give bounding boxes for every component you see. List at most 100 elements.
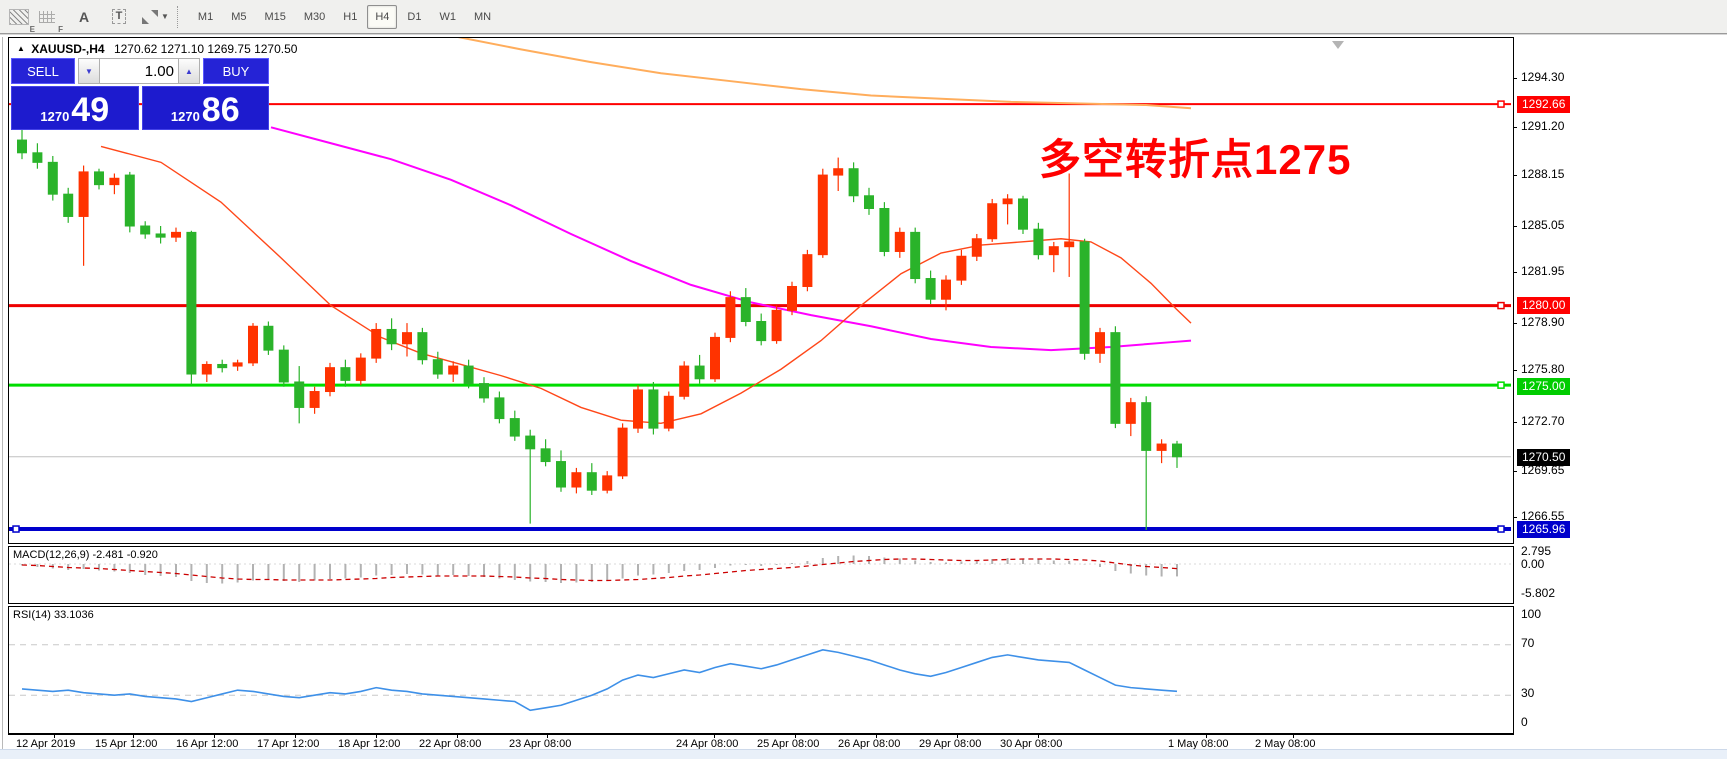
axis-tick [1513, 323, 1517, 324]
cursor-mode-button[interactable]: ▼ [141, 4, 170, 30]
candlestick-chart[interactable] [9, 38, 1511, 541]
hatch-pattern-icon [9, 8, 29, 25]
buy-button[interactable]: BUY [203, 58, 269, 84]
price-axis[interactable]: 1294.30 1292.66 1291.20 1288.15 1285.05 1281.… [1513, 0, 1727, 759]
indicator-scale-label: -5.802 [1521, 586, 1556, 600]
text-box-icon: T [111, 9, 127, 24]
axis-tick [547, 734, 548, 738]
price-axis-label: 1275.80 [1521, 362, 1565, 376]
axis-tick [1293, 734, 1294, 738]
time-axis-label: 26 Apr 08:00 [838, 738, 901, 750]
time-axis-label: 12 Apr 2019 [16, 738, 76, 750]
axis-tick [1513, 127, 1517, 128]
axis-tick [1513, 272, 1517, 273]
sell-price-box[interactable]: 1270 49 [11, 86, 139, 130]
macd-plot [9, 555, 1511, 584]
timeframe-button-m30[interactable]: M30 [303, 10, 326, 23]
sell-button[interactable]: SELL [11, 58, 75, 84]
volume-increase-button[interactable]: ▲ [178, 58, 200, 84]
indicator-scale-label: 0.00 [1521, 557, 1545, 571]
timeframe-button-w1[interactable]: W1 [439, 10, 456, 23]
main-chart-panel[interactable]: ▲ XAUUSD-,H4 1270.62 1271.10 1269.75 127… [8, 37, 1514, 544]
time-axis-label: 29 Apr 08:00 [919, 738, 982, 750]
buy-price-big: 86 [201, 91, 240, 129]
chevron-down-icon: ▼ [161, 12, 169, 21]
axis-tick [376, 734, 377, 738]
indicators-template-button[interactable]: E [6, 4, 35, 34]
price-axis-label: 1278.90 [1521, 315, 1565, 329]
axis-tick [457, 734, 458, 738]
axis-tick [795, 734, 796, 738]
axis-tick [1513, 78, 1517, 79]
price-axis-label: 1272.70 [1521, 414, 1565, 428]
macd-panel[interactable]: MACD(12,26,9) -2.481 -0.920 [8, 546, 1514, 604]
one-click-trade-panel: SELL ▼ ▲ BUY 1270 49 1270 86 [11, 58, 269, 130]
volume-input[interactable] [100, 58, 178, 84]
text-box-tool-button[interactable]: T [106, 4, 132, 30]
time-axis-label: 23 Apr 08:00 [509, 738, 572, 750]
indicator-scale-label: 30 [1521, 686, 1535, 700]
axis-tick [1513, 517, 1517, 518]
time-axis-label: 24 Apr 08:00 [676, 738, 739, 750]
grid-icon [39, 10, 55, 23]
time-axis-label: 15 Apr 12:00 [95, 738, 158, 750]
indicator-scale-label: 70 [1521, 636, 1535, 650]
rsi-panel[interactable]: RSI(14) 33.1036 [8, 606, 1514, 735]
timeframe-button-d1[interactable]: D1 [407, 10, 422, 23]
symbol-collapse-icon[interactable]: ▲ [17, 44, 25, 53]
macd-label: MACD(12,26,9) -2.481 -0.920 [13, 549, 158, 561]
timeframe-button-h4[interactable]: H4 [367, 4, 398, 29]
symbol-quote: 1270.62 1271.10 1269.75 1270.50 [113, 42, 298, 56]
price-axis-label: 1281.95 [1521, 264, 1565, 278]
text-label-tool-button[interactable]: A [71, 4, 97, 30]
buy-price-box[interactable]: 1270 86 [141, 86, 269, 130]
letter-f-badge: F [58, 24, 63, 34]
grid-template-button[interactable]: F [34, 4, 63, 34]
indicator-scale-label: 0 [1521, 715, 1528, 729]
price-axis-label: 1266.55 [1521, 509, 1565, 523]
price-axis-label: 1285.05 [1521, 218, 1565, 232]
timeframe-button-mn[interactable]: MN [473, 10, 492, 23]
time-axis[interactable]: 12 Apr 2019 15 Apr 12:00 16 Apr 12:00 17 Ap… [8, 733, 1513, 756]
time-axis-label: 25 Apr 08:00 [757, 738, 820, 750]
toolbar: E F A T ▼ M1 M5 M15 M30 H1 H4 D1 W1 MN [0, 0, 1727, 34]
timeframe-button-h1[interactable]: H1 [343, 10, 358, 23]
rsi-label: RSI(14) 33.1036 [13, 609, 94, 621]
cursor-arrows-icon [142, 9, 158, 24]
indicator-scale-label: 2.795 [1521, 544, 1552, 558]
sell-price-big: 49 [71, 91, 110, 129]
window-frame-line [2, 37, 3, 749]
axis-tick [54, 734, 55, 738]
sell-price-small: 1270 [40, 109, 70, 124]
chart-shift-marker[interactable] [1332, 41, 1344, 49]
timeframe-group: M1 M5 M15 M30 H1 H4 D1 W1 MN [189, 4, 500, 29]
axis-tick [714, 734, 715, 738]
time-axis-label: 17 Apr 12:00 [257, 738, 320, 750]
timeframe-button-m5[interactable]: M5 [231, 10, 247, 23]
timeframe-button-m1[interactable]: M1 [197, 10, 214, 23]
letter-e-badge: E [29, 24, 35, 34]
axis-tick [1206, 734, 1207, 738]
time-axis-label: 30 Apr 08:00 [1000, 738, 1063, 750]
axis-tick [133, 734, 134, 738]
time-axis-label: 2 May 08:00 [1255, 738, 1316, 750]
indicator-scale-label: 100 [1521, 607, 1542, 621]
price-axis-label: 1275.00 [1517, 378, 1571, 395]
text-label-icon: A [78, 8, 90, 25]
axis-tick [876, 734, 877, 738]
toolbar-separator [176, 5, 183, 28]
price-axis-label: 1269.65 [1521, 463, 1565, 477]
timeframe-button-m15[interactable]: M15 [264, 10, 286, 23]
price-axis-label: 1280.00 [1517, 297, 1571, 314]
volume-decrease-button[interactable]: ▼ [78, 58, 100, 84]
time-axis-label: 16 Apr 12:00 [176, 738, 239, 750]
horizontal-scrollbar-area[interactable] [0, 749, 1727, 759]
time-axis-label: 22 Apr 08:00 [419, 738, 482, 750]
time-axis-label: 1 May 08:00 [1168, 738, 1229, 750]
axis-tick [214, 734, 215, 738]
price-axis-label: 1288.15 [1521, 167, 1565, 181]
axis-tick [1038, 734, 1039, 738]
price-axis-label: 1265.96 [1517, 521, 1571, 538]
buy-price-small: 1270 [170, 109, 200, 124]
